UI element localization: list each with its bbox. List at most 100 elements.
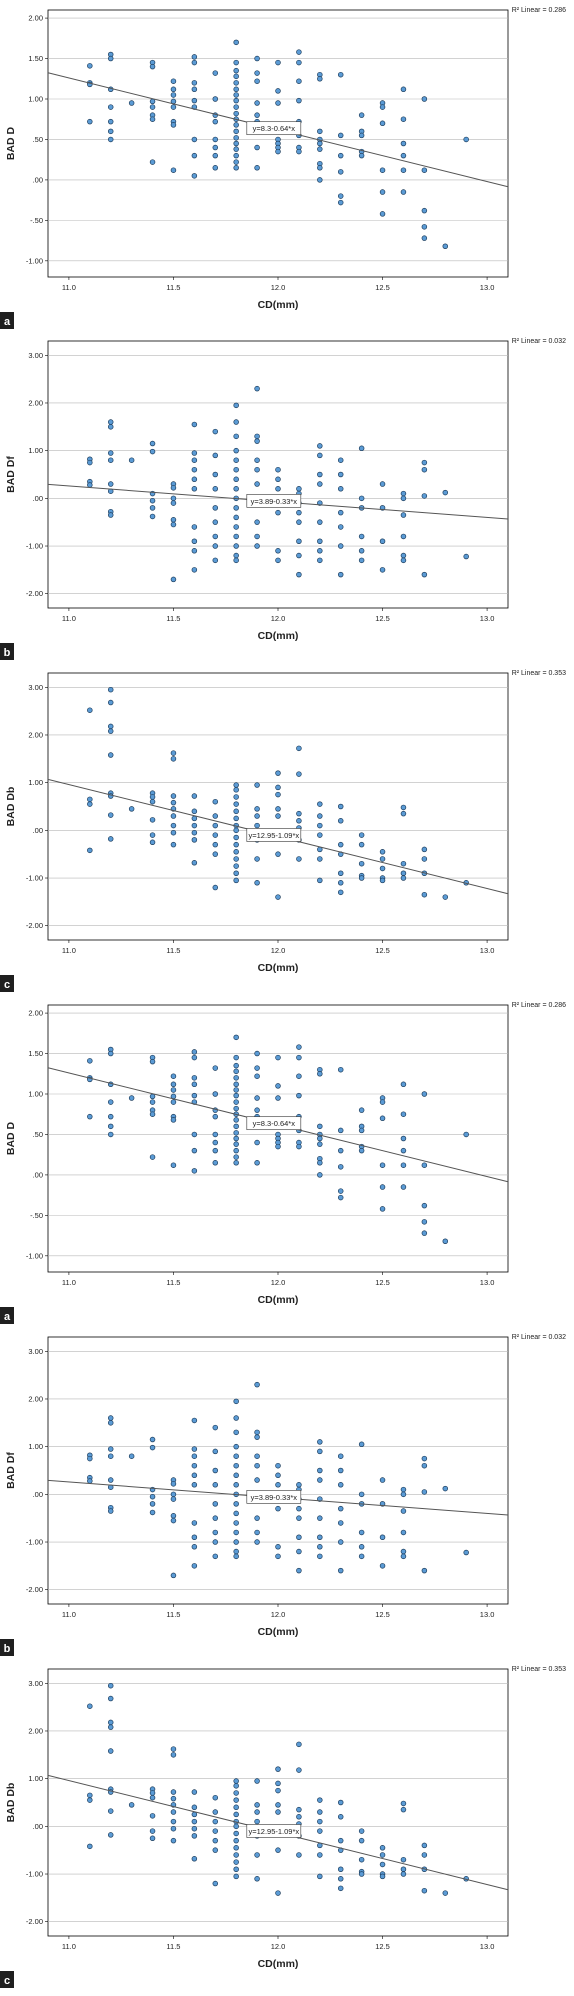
data-point [421, 571, 428, 578]
data-point [149, 513, 156, 520]
data-point [421, 1162, 428, 1168]
data-point [170, 1481, 177, 1487]
data-point [379, 567, 386, 573]
data-point [191, 1147, 198, 1154]
y-tick-label: -2.00 [26, 589, 43, 598]
data-point [442, 1890, 449, 1896]
data-point [317, 801, 323, 807]
data-point [379, 1099, 386, 1105]
data-point [212, 1501, 219, 1507]
data-point [421, 493, 428, 499]
data-point [191, 808, 198, 815]
data-point [358, 112, 365, 118]
data-point [442, 243, 449, 250]
data-point [358, 1147, 365, 1154]
data-point [212, 1539, 219, 1545]
data-point [107, 1113, 114, 1120]
data-point [317, 1809, 323, 1815]
data-point [107, 1682, 114, 1689]
data-point [379, 1845, 386, 1851]
data-point [170, 822, 177, 829]
data-point [87, 63, 93, 69]
data-point [400, 1147, 407, 1154]
data-point [337, 880, 344, 886]
data-point [212, 452, 219, 459]
data-point [107, 457, 114, 463]
data-point [254, 782, 260, 788]
data-point [337, 1482, 344, 1488]
data-point [233, 1873, 239, 1880]
data-point [212, 1113, 219, 1120]
data-point [233, 877, 239, 884]
data-point [379, 865, 386, 872]
data-point [400, 1508, 407, 1514]
data-point [212, 543, 219, 549]
data-point [107, 1477, 114, 1483]
y-tick-label: 2.00 [28, 730, 43, 739]
x-tick-label: 12.5 [375, 946, 390, 955]
data-point [296, 856, 302, 862]
data-point [191, 466, 198, 473]
data-point [358, 1529, 365, 1536]
data-point [212, 471, 219, 478]
r-squared-label: R² Linear = 0.032 [512, 1334, 566, 1341]
data-point [107, 1695, 114, 1702]
data-point [337, 486, 344, 492]
data-point [275, 1462, 281, 1469]
data-point [400, 1548, 407, 1555]
data-point [254, 78, 260, 84]
data-point [337, 524, 344, 530]
x-tick-label: 11.0 [62, 1610, 76, 1619]
data-point [191, 1054, 198, 1061]
equation-box [246, 1116, 302, 1131]
data-point [275, 100, 281, 106]
equation-box [246, 1490, 302, 1504]
data-point [170, 1513, 177, 1519]
data-point [233, 104, 239, 110]
data-point [233, 1081, 239, 1088]
data-point [379, 856, 386, 862]
x-tick-label: 11.0 [62, 946, 76, 955]
data-point [254, 1809, 260, 1815]
data-point [275, 1553, 281, 1560]
data-point [317, 548, 323, 554]
y-axis-title: BAD Df [5, 456, 17, 493]
data-point [337, 199, 344, 206]
data-point [317, 146, 323, 152]
data-point [233, 1539, 239, 1545]
data-point [337, 509, 344, 516]
data-point [191, 54, 198, 60]
data-point [191, 1811, 198, 1818]
equation-label: y=3.89-0.33*x [251, 1493, 298, 1502]
data-point [296, 745, 302, 752]
data-point [233, 92, 239, 98]
data-point [358, 557, 365, 564]
data-point [296, 148, 302, 155]
data-point [296, 1548, 302, 1555]
data-point [191, 1081, 198, 1088]
panel-letter-badge [0, 1307, 14, 1324]
data-point [212, 1794, 219, 1801]
data-point [254, 1539, 260, 1545]
data-point [317, 1141, 323, 1147]
data-point [233, 165, 239, 171]
data-point [254, 433, 260, 440]
data-point [337, 471, 344, 478]
data-point [379, 538, 386, 544]
data-point [400, 870, 407, 876]
y-tick-label: 3.00 [28, 1347, 43, 1356]
data-point [170, 799, 177, 806]
data-point [358, 1441, 365, 1448]
data-point [233, 152, 239, 159]
data-point [212, 486, 219, 492]
data-point [191, 486, 198, 492]
data-point [233, 86, 239, 93]
data-point [275, 1083, 281, 1089]
data-point [107, 1724, 114, 1730]
data-point [254, 1852, 260, 1858]
equation-label: y=12.95-1.09*x [248, 831, 299, 840]
data-point [358, 132, 365, 139]
data-point [107, 812, 114, 818]
data-point [212, 884, 219, 891]
data-point [400, 552, 407, 559]
